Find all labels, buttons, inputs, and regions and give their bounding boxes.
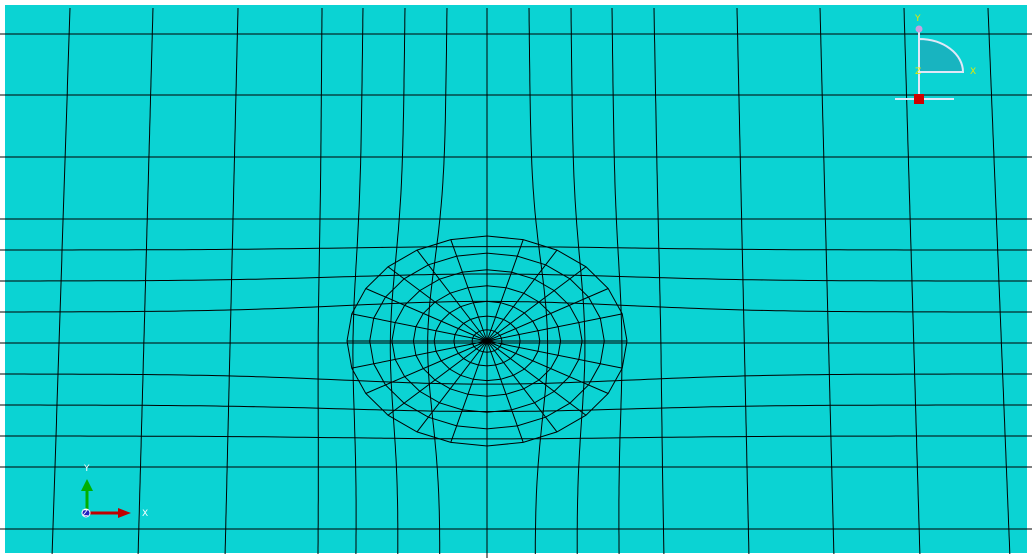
hole-spoke-line <box>486 340 524 443</box>
triad-y-label: Y <box>83 464 90 474</box>
symmetry-z-label: Z <box>915 67 921 77</box>
symmetry-node-icon <box>915 25 923 33</box>
hole-spoke-line <box>416 249 488 342</box>
mesh-vertical-line <box>317 8 323 554</box>
hole-spoke-line <box>486 340 558 433</box>
x-arrow-head-icon <box>118 508 131 518</box>
mesh-horizontal-line <box>0 435 1032 440</box>
z-axis-dot-icon <box>81 508 91 518</box>
triad-z-label: Z <box>82 509 88 519</box>
mesh-horizontal-line <box>0 273 1032 282</box>
mesh-vertical-line <box>570 7 586 554</box>
mesh-vertical-line <box>611 7 623 555</box>
hole-spoke-line <box>486 340 623 369</box>
mesh-vertical-line <box>736 7 750 555</box>
hole-spoke-line <box>450 239 488 342</box>
hole-spoke-line <box>387 266 488 342</box>
hole-spoke-line <box>486 249 558 342</box>
triad-x-label: X <box>142 509 148 519</box>
constraint-marker-icon <box>914 94 924 104</box>
coordinate-triad: Y X Z <box>81 464 148 519</box>
symmetry-x-label: X <box>970 67 976 77</box>
hole-spoke-line <box>486 239 524 342</box>
hole-spoke-line <box>351 340 488 369</box>
hole-spoke-line <box>365 340 488 394</box>
mesh-vertical-line <box>427 7 448 554</box>
hole-spoke-line <box>416 340 488 433</box>
mesh-vertical-line <box>224 7 239 555</box>
mesh-horizontal-line <box>0 373 1032 385</box>
y-arrow-head-icon <box>81 479 93 491</box>
hole-spoke-line <box>486 313 623 342</box>
mesh-vertical-line <box>389 7 406 554</box>
hole-spoke-line <box>486 288 609 342</box>
finite-element-mesh <box>0 7 1032 558</box>
hole-spoke-line <box>486 340 587 416</box>
mesh-horizontal-line <box>0 300 1032 313</box>
mesh-vertical-line <box>653 7 665 555</box>
hole-spoke-line <box>450 340 488 443</box>
mesh-horizontal-line <box>0 404 1032 412</box>
hole-spoke-line <box>486 340 609 394</box>
mesh-vertical-line <box>352 7 364 555</box>
hole-spoke-line <box>351 313 488 342</box>
hole-spoke-line <box>365 288 488 342</box>
hole-spoke-line <box>486 266 587 342</box>
mesh-horizontal-line <box>0 246 1032 251</box>
mesh-vertical-line <box>528 7 549 554</box>
symmetry-y-label: Y <box>914 14 921 24</box>
symmetry-view-icon[interactable]: Y Z X <box>895 14 976 104</box>
hole-spoke-line <box>387 340 488 416</box>
quarter-circle-icon <box>918 37 965 73</box>
